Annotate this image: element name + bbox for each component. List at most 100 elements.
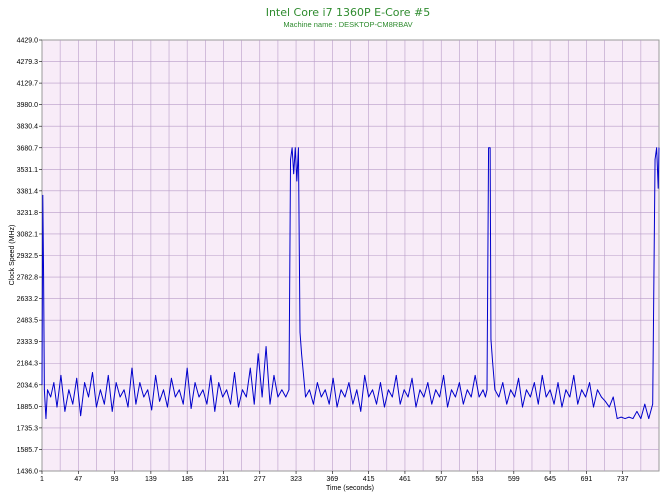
data-point: [151, 409, 153, 411]
data-point: [336, 406, 338, 408]
data-point: [111, 410, 113, 412]
data-point: [593, 406, 594, 408]
data-point: [489, 147, 491, 149]
data-point: [604, 400, 606, 402]
data-point: [182, 403, 184, 405]
x-tick-label: 553: [472, 476, 484, 483]
data-point: [53, 382, 55, 383]
data-point: [488, 147, 489, 149]
data-point: [230, 403, 231, 405]
data-point: [103, 403, 105, 405]
data-point: [305, 396, 306, 398]
data-point: [72, 403, 74, 405]
data-point: [198, 396, 200, 398]
data-point: [316, 382, 318, 383]
data-point: [186, 367, 188, 369]
data-point: [147, 389, 149, 391]
data-point: [526, 389, 527, 391]
data-point: [143, 396, 145, 398]
data-point: [577, 403, 579, 405]
data-point: [290, 158, 291, 160]
data-point: [415, 406, 417, 408]
data-point: [537, 403, 539, 405]
data-point: [372, 389, 373, 391]
x-tick-label: 93: [111, 476, 119, 483]
x-tick-label: 323: [290, 476, 302, 483]
data-point: [612, 396, 614, 398]
x-tick-label: 231: [218, 476, 230, 483]
data-point: [47, 389, 48, 391]
data-point: [281, 389, 283, 391]
data-point: [608, 406, 610, 408]
data-point: [486, 389, 488, 391]
data-point: [391, 396, 393, 398]
data-point: [285, 396, 287, 398]
data-point: [439, 396, 441, 398]
data-point: [656, 147, 658, 149]
x-tick-label: 277: [254, 476, 266, 483]
data-point: [573, 374, 575, 376]
y-tick-label: 3531.1: [17, 167, 39, 174]
data-point: [56, 406, 58, 408]
data-point: [265, 346, 267, 347]
data-point: [174, 396, 176, 398]
x-tick-label: 691: [581, 476, 593, 483]
data-point: [159, 400, 160, 402]
x-tick-label: 507: [435, 476, 447, 483]
data-point: [624, 418, 626, 419]
y-tick-label: 2333.9: [17, 339, 39, 346]
data-point: [490, 338, 492, 340]
data-point: [131, 367, 133, 369]
data-point: [43, 274, 44, 275]
data-point: [328, 403, 330, 405]
x-tick-label: 599: [508, 476, 520, 483]
data-point: [202, 389, 204, 391]
data-point: [407, 396, 409, 398]
data-point: [549, 389, 551, 391]
data-point: [139, 382, 141, 383]
data-point: [601, 396, 602, 398]
data-point: [395, 374, 397, 376]
data-point: [384, 406, 385, 408]
y-tick-label: 3980.0: [17, 102, 39, 109]
data-point: [257, 353, 259, 355]
data-point: [41, 384, 43, 386]
data-point: [206, 403, 208, 405]
y-tick-label: 2184.3: [17, 361, 39, 368]
data-point: [427, 382, 429, 383]
y-tick-label: 1735.3: [17, 425, 39, 432]
y-tick-label: 3381.4: [17, 188, 39, 195]
data-point: [443, 374, 444, 376]
data-point: [451, 389, 452, 391]
data-point: [352, 403, 354, 405]
data-point: [616, 418, 618, 419]
data-point: [92, 372, 93, 373]
data-point: [68, 389, 70, 391]
data-point: [309, 389, 310, 391]
data-point: [60, 374, 62, 376]
data-point: [296, 180, 298, 182]
data-point: [356, 389, 358, 391]
data-point: [565, 389, 567, 391]
data-point: [654, 158, 656, 160]
data-point: [541, 374, 543, 376]
data-point: [411, 377, 413, 379]
data-point: [494, 389, 496, 391]
data-point: [628, 416, 630, 418]
data-point: [462, 403, 464, 405]
data-point: [119, 396, 121, 398]
data-point: [99, 389, 101, 391]
data-point: [632, 418, 634, 419]
data-point: [589, 382, 590, 383]
data-point: [50, 396, 52, 398]
y-tick-label: 2034.6: [17, 382, 39, 389]
data-point: [585, 396, 587, 398]
data-point: [522, 406, 523, 408]
data-point: [115, 382, 117, 383]
data-point: [190, 408, 192, 409]
data-point: [380, 382, 381, 383]
data-point: [293, 173, 295, 175]
data-point: [502, 382, 504, 383]
data-point: [644, 403, 646, 405]
